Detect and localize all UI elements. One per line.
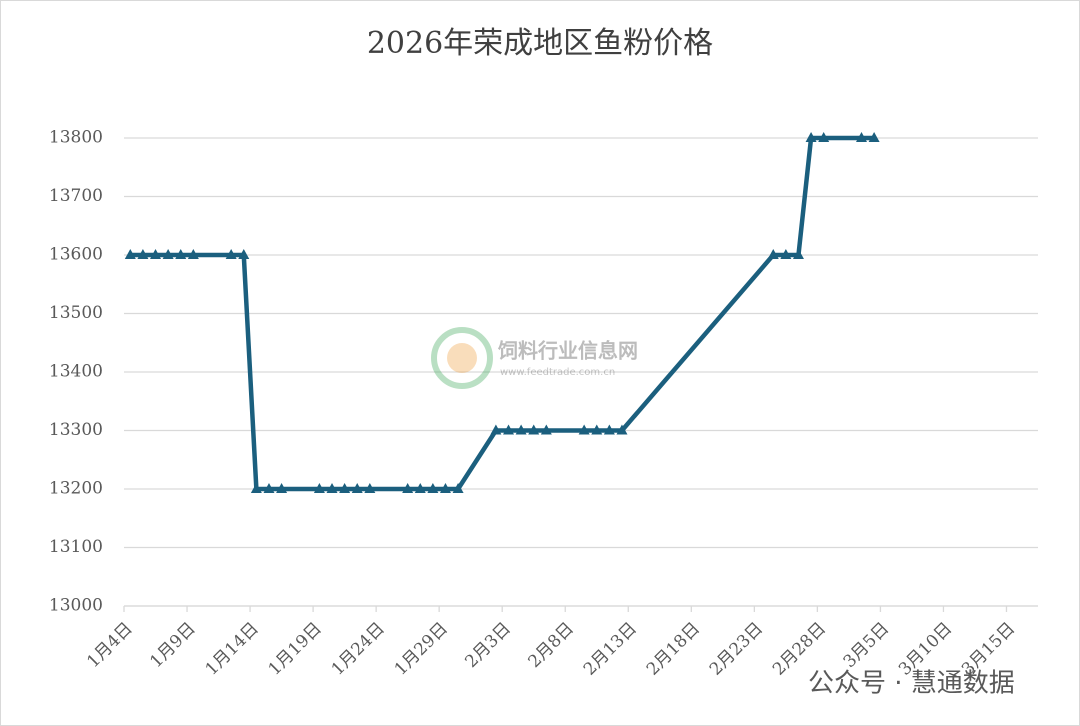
- marker: [364, 483, 376, 493]
- watermark: www.feedtrade.com.cn: [500, 367, 615, 378]
- marker: [238, 249, 250, 259]
- marker: [515, 424, 527, 435]
- marker: [326, 483, 338, 493]
- chart-title: 2026年荣成地区鱼粉价格: [367, 26, 713, 61]
- y-tick-label: 13200: [49, 479, 103, 499]
- marker: [427, 483, 439, 493]
- marker: [187, 249, 199, 259]
- marker: [578, 424, 590, 435]
- marker: [452, 483, 464, 493]
- marker: [603, 424, 615, 435]
- marker: [591, 424, 603, 435]
- marker: [263, 483, 275, 493]
- y-tick-label: 13000: [49, 596, 103, 616]
- marker: [402, 483, 414, 493]
- watermark-logo: [431, 327, 493, 389]
- marker: [414, 483, 426, 493]
- marker: [150, 249, 162, 259]
- marker: [767, 249, 779, 259]
- marker: [503, 424, 515, 435]
- y-tick-label: 13700: [49, 186, 103, 206]
- marker: [351, 483, 363, 493]
- marker: [175, 249, 187, 259]
- marker: [805, 132, 817, 142]
- marker: [856, 132, 868, 142]
- y-tick-label: 13300: [49, 420, 103, 440]
- y-tick-label: 13500: [49, 303, 103, 323]
- marker: [162, 249, 174, 259]
- marker: [276, 483, 288, 493]
- marker: [540, 424, 552, 435]
- y-tick-label: 13100: [49, 537, 103, 557]
- marker: [124, 249, 136, 259]
- marker: [137, 249, 149, 259]
- y-tick-label: 13400: [49, 362, 103, 382]
- marker: [792, 249, 804, 259]
- marker: [528, 424, 540, 435]
- watermark: 饲料行业信息网: [497, 339, 638, 363]
- watermark: 公众号 · 慧通数据: [808, 669, 1015, 699]
- marker: [313, 483, 325, 493]
- marker: [439, 483, 451, 493]
- marker: [339, 483, 351, 493]
- marker: [616, 424, 628, 435]
- marker: [780, 249, 792, 259]
- y-tick-label: 13800: [49, 128, 103, 148]
- y-tick-label: 13600: [49, 245, 103, 265]
- marker: [868, 132, 880, 142]
- marker: [490, 424, 502, 435]
- marker: [225, 249, 237, 259]
- marker: [818, 132, 830, 142]
- marker: [250, 483, 262, 493]
